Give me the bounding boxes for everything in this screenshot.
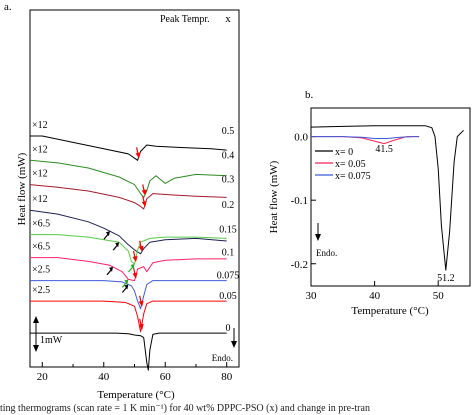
- legend-label-b-0: x= 0: [335, 147, 353, 158]
- curve-b-0: [310, 125, 464, 271]
- x-tick-label-a-0: 20: [37, 371, 49, 383]
- panel-b-endo-indicator: Endo.: [315, 223, 337, 258]
- curve-label-x-0.05: 0.05: [219, 291, 237, 302]
- x-tick-label-b-2: 50: [433, 290, 445, 302]
- legend-label-b-2: x= 0.075: [335, 171, 371, 182]
- y-tick-label-b-0: 0.0: [294, 132, 308, 144]
- multiplier-label-4: ×6.5: [32, 219, 50, 230]
- panel-b-y-axis-title: Heat flow (mW): [268, 160, 280, 233]
- panel-b-legend: x= 0x= 0.05x= 0.075: [315, 147, 371, 182]
- curve-x-0: [30, 332, 227, 371]
- panel-b-annotations: 41.5 51.2: [375, 144, 454, 284]
- figure-caption: ting thermograms (scan rate = 1 K min⁻¹)…: [0, 403, 370, 414]
- curve-x-0.05: [30, 300, 227, 333]
- curve-label-x-0: 0: [226, 323, 231, 334]
- peak-arrowhead-x-0.075: [138, 300, 144, 307]
- pre-arrowhead-3: [108, 266, 113, 272]
- scale-bar-label: 1mW: [40, 335, 63, 346]
- curve-label-x-0.1: 0.1: [222, 248, 235, 259]
- pre-arrowhead-1: [115, 242, 120, 248]
- curve-x-0.4: [29, 159, 227, 198]
- x-tick-label-a-1: 40: [98, 371, 110, 383]
- curve-label-x-0.2: 0.2: [222, 200, 235, 211]
- pre-arrowhead-4: [124, 279, 129, 285]
- x-tick-label-a-3: 80: [221, 371, 233, 383]
- annotation-b-1: 51.2: [437, 273, 455, 284]
- peak-arrowhead-x-0.2: [138, 245, 144, 252]
- curve-x-0.1: [30, 257, 227, 282]
- y-tick-label-b-1: -0.1: [291, 195, 308, 207]
- curve-label-x-0.075: 0.075: [217, 271, 240, 282]
- peak-arrowhead-x-0.3: [141, 200, 147, 207]
- panel-a: a. 20 40 60 80 0.5 ×12 0.4 ×12 0.3 ×12 0.2 ×12 0.15…: [4, 1, 240, 401]
- panel-b-endo-label: Endo.: [316, 248, 337, 258]
- pre-arrowhead-0: [105, 231, 110, 237]
- multiplier-label-6: ×2.5: [32, 265, 50, 276]
- panel-a-curve-labels: 0.5 ×12 0.4 ×12 0.3 ×12 0.2 ×12 0.15 ×6.5 0.1 ×6.5 0…: [32, 120, 239, 334]
- panel-a-label: a.: [4, 1, 12, 13]
- panel-a-arrows: [103, 147, 147, 330]
- peak-arrowhead-x-0.15: [132, 256, 138, 262]
- panel-a-x-axis-title: Temperature (°C): [97, 389, 175, 401]
- curve-x-0.15: [30, 234, 227, 265]
- curve-label-x-0.4: 0.4: [222, 150, 235, 161]
- panel-a-endo-indicator: Endo.: [212, 328, 237, 363]
- panel-a-y-axis-title: Heat flow (mW): [16, 152, 28, 225]
- curve-x-0.5: [30, 135, 227, 161]
- pre-arrowhead-2: [130, 264, 135, 269]
- x-tick-label-a-2: 60: [160, 371, 172, 383]
- legend-label-b-1: x= 0.05: [335, 159, 366, 170]
- panel-b-label: b.: [305, 89, 314, 101]
- panel-a-legend-header: Peak Tempr.: [160, 14, 210, 25]
- panel-b-x-axis-title: Temperature (°C): [351, 305, 429, 317]
- multiplier-label-7: ×2.5: [32, 285, 50, 296]
- panel-b-frame: [310, 107, 471, 287]
- curve-x-0.075: [30, 280, 227, 310]
- curve-x-0.3: [29, 184, 227, 210]
- x-tick-label-b-1: 40: [369, 290, 381, 302]
- annotation-b-0: 41.5: [375, 144, 393, 155]
- multiplier-label-2: ×12: [32, 169, 48, 180]
- curve-label-x-0.3: 0.3: [222, 175, 235, 186]
- multiplier-label-0: ×12: [32, 120, 48, 131]
- curve-x-0.2: [29, 209, 227, 255]
- panel-a-x-ticks: 20 40 60 80: [37, 362, 233, 383]
- y-tick-label-b-2: -0.2: [291, 259, 308, 271]
- panel-b-ticks: 30 40 50 0.0 -0.1 -0.2: [291, 132, 445, 302]
- panel-a-frame: [29, 9, 240, 368]
- peak-arrowhead-x-0.4: [141, 189, 147, 196]
- pre-arrowhead-5: [124, 284, 129, 290]
- panel-a-endo-label: Endo.: [212, 353, 233, 363]
- multiplier-label-1: ×12: [32, 144, 48, 155]
- curve-b-2: [311, 136, 420, 139]
- peak-arrowhead-x-0.5: [135, 152, 141, 159]
- scale-bar: 1mW: [33, 316, 63, 352]
- curve-label-x-0.15: 0.15: [219, 225, 237, 236]
- curve-label-x-0.5: 0.5: [222, 126, 235, 137]
- peak-arrowhead-x-0.1: [132, 272, 138, 279]
- panel-b-curves: [310, 125, 464, 271]
- multiplier-label-5: ×6.5: [32, 242, 50, 253]
- panel-b: b. 30 40 50 0.0 -0.1 -0.2 x= 0x= 0.05x= 0.075…: [268, 89, 471, 317]
- peak-arrowhead-x-0.05: [138, 323, 144, 330]
- x-tick-label-b-0: 30: [306, 290, 318, 302]
- panel-a-column-header: x: [225, 13, 231, 25]
- multiplier-label-3: ×12: [32, 194, 48, 205]
